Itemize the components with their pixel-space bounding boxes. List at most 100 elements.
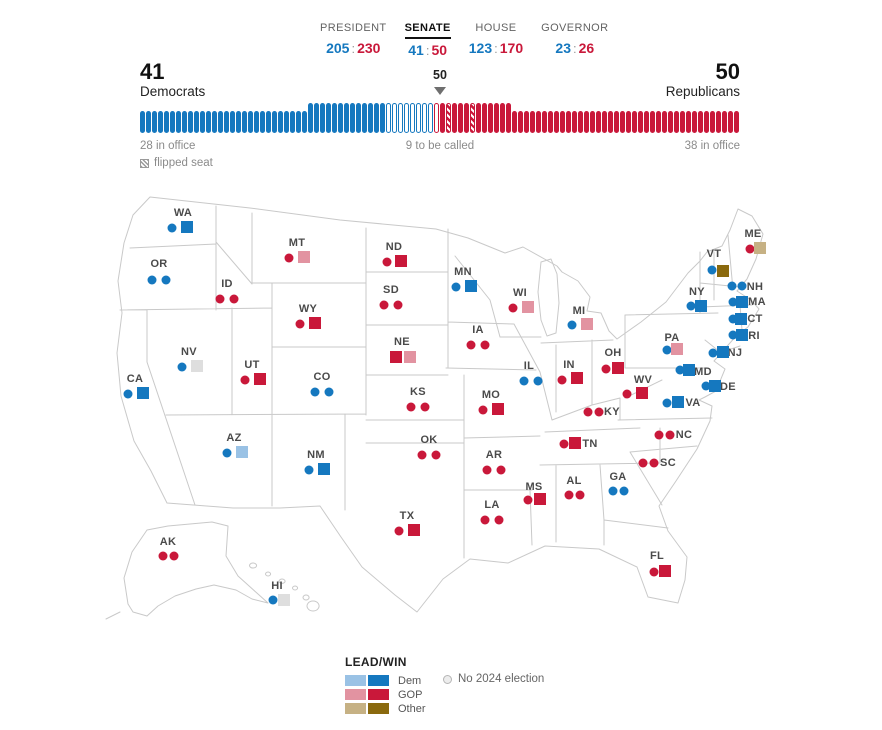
- NE-race-marker[interactable]: [404, 351, 416, 363]
- MS-race-marker[interactable]: [534, 493, 546, 505]
- tab-label[interactable]: SENATE: [404, 22, 451, 39]
- NH-senator-marker[interactable]: [737, 281, 747, 291]
- MA-senator-marker[interactable]: [728, 297, 738, 307]
- NH-senator-marker[interactable]: [727, 281, 737, 291]
- KY-senator-marker[interactable]: [594, 407, 604, 417]
- NC-senator-marker[interactable]: [665, 430, 675, 440]
- FL-senator-marker[interactable]: [649, 567, 659, 577]
- MI-senator-marker[interactable]: [567, 320, 577, 330]
- RI-race-marker[interactable]: [736, 329, 748, 341]
- AR-senator-marker[interactable]: [482, 465, 492, 475]
- VT-race-marker[interactable]: [717, 265, 729, 277]
- KS-senator-marker[interactable]: [420, 402, 430, 412]
- AL-senator-marker[interactable]: [575, 490, 585, 500]
- ND-senator-marker[interactable]: [382, 257, 392, 267]
- CO-senator-marker[interactable]: [324, 387, 334, 397]
- MO-senator-marker[interactable]: [478, 405, 488, 415]
- OR-senator-marker[interactable]: [161, 275, 171, 285]
- NM-senator-marker[interactable]: [304, 465, 314, 475]
- ME-senator-marker[interactable]: [745, 244, 755, 254]
- MN-senator-marker[interactable]: [451, 282, 461, 292]
- OK-senator-marker[interactable]: [431, 450, 441, 460]
- HI-senator-marker[interactable]: [268, 595, 278, 605]
- SC-senator-marker[interactable]: [638, 458, 648, 468]
- MD-senator-marker[interactable]: [675, 365, 685, 375]
- GA-senator-marker[interactable]: [608, 486, 618, 496]
- MD-race-marker[interactable]: [683, 364, 695, 376]
- tab-label[interactable]: HOUSE: [475, 22, 517, 34]
- DE-race-marker[interactable]: [709, 380, 721, 392]
- OH-senator-marker[interactable]: [601, 364, 611, 374]
- WY-senator-marker[interactable]: [295, 319, 305, 329]
- KY-senator-marker[interactable]: [583, 407, 593, 417]
- tab-label[interactable]: PRESIDENT: [320, 22, 387, 34]
- RI-senator-marker[interactable]: [728, 330, 738, 340]
- OR-senator-marker[interactable]: [147, 275, 157, 285]
- NM-race-marker[interactable]: [318, 463, 330, 475]
- WY-race-marker[interactable]: [309, 317, 321, 329]
- MT-senator-marker[interactable]: [284, 253, 294, 263]
- MT-race-marker[interactable]: [298, 251, 310, 263]
- AK-senator-marker[interactable]: [158, 551, 168, 561]
- AK-senator-marker[interactable]: [169, 551, 179, 561]
- NC-senator-marker[interactable]: [654, 430, 664, 440]
- MS-senator-marker[interactable]: [523, 495, 533, 505]
- AZ-race-marker[interactable]: [236, 446, 248, 458]
- TX-senator-marker[interactable]: [394, 526, 404, 536]
- WA-race-marker[interactable]: [181, 221, 193, 233]
- IL-senator-marker[interactable]: [519, 376, 529, 386]
- ME-race-marker[interactable]: [754, 242, 766, 254]
- AZ-senator-marker[interactable]: [222, 448, 232, 458]
- NJ-race-marker[interactable]: [717, 346, 729, 358]
- SC-senator-marker[interactable]: [649, 458, 659, 468]
- HI-race-marker[interactable]: [278, 594, 290, 606]
- AL-senator-marker[interactable]: [564, 490, 574, 500]
- WI-senator-marker[interactable]: [508, 303, 518, 313]
- SD-senator-marker[interactable]: [393, 300, 403, 310]
- NV-race-marker[interactable]: [191, 360, 203, 372]
- tab-governor[interactable]: GOVERNOR 23:26: [541, 18, 608, 58]
- NE-race-marker[interactable]: [390, 351, 402, 363]
- PA-race-marker[interactable]: [671, 343, 683, 355]
- IA-senator-marker[interactable]: [466, 340, 476, 350]
- TN-senator-marker[interactable]: [559, 439, 569, 449]
- IN-senator-marker[interactable]: [557, 375, 567, 385]
- CT-senator-marker[interactable]: [728, 314, 738, 324]
- WI-race-marker[interactable]: [522, 301, 534, 313]
- IN-race-marker[interactable]: [571, 372, 583, 384]
- CA-senator-marker[interactable]: [123, 389, 133, 399]
- ID-senator-marker[interactable]: [215, 294, 225, 304]
- WV-senator-marker[interactable]: [622, 389, 632, 399]
- NV-senator-marker[interactable]: [177, 362, 187, 372]
- VT-senator-marker[interactable]: [707, 265, 717, 275]
- tab-house[interactable]: HOUSE 123:170: [469, 18, 523, 58]
- IA-senator-marker[interactable]: [480, 340, 490, 350]
- MO-race-marker[interactable]: [492, 403, 504, 415]
- NY-senator-marker[interactable]: [686, 301, 696, 311]
- KS-senator-marker[interactable]: [406, 402, 416, 412]
- LA-senator-marker[interactable]: [494, 515, 504, 525]
- PA-senator-marker[interactable]: [662, 345, 672, 355]
- CT-race-marker[interactable]: [735, 313, 747, 325]
- WV-race-marker[interactable]: [636, 387, 648, 399]
- DE-senator-marker[interactable]: [701, 381, 711, 391]
- OK-senator-marker[interactable]: [417, 450, 427, 460]
- CA-race-marker[interactable]: [137, 387, 149, 399]
- ND-race-marker[interactable]: [395, 255, 407, 267]
- MI-race-marker[interactable]: [581, 318, 593, 330]
- IL-senator-marker[interactable]: [533, 376, 543, 386]
- VA-race-marker[interactable]: [672, 396, 684, 408]
- FL-race-marker[interactable]: [659, 565, 671, 577]
- CO-senator-marker[interactable]: [310, 387, 320, 397]
- AR-senator-marker[interactable]: [496, 465, 506, 475]
- SD-senator-marker[interactable]: [379, 300, 389, 310]
- TX-race-marker[interactable]: [408, 524, 420, 536]
- tab-senate[interactable]: SENATE 41:50: [404, 18, 451, 58]
- NJ-senator-marker[interactable]: [708, 348, 718, 358]
- LA-senator-marker[interactable]: [480, 515, 490, 525]
- MA-race-marker[interactable]: [736, 296, 748, 308]
- MN-race-marker[interactable]: [465, 280, 477, 292]
- OH-race-marker[interactable]: [612, 362, 624, 374]
- GA-senator-marker[interactable]: [619, 486, 629, 496]
